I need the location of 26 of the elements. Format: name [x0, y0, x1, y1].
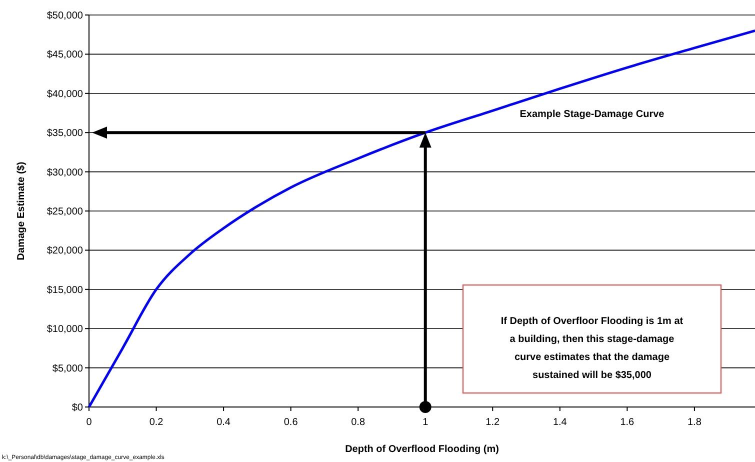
- x-tick-label: 0.6: [284, 417, 298, 428]
- y-tick-label: $10,000: [46, 324, 84, 336]
- y-tick-label: $45,000: [46, 50, 84, 61]
- x-tick-label: 0.4: [216, 417, 231, 428]
- y-tick-label: $50,000: [46, 10, 84, 22]
- x-tick-label: 1.2: [486, 417, 500, 428]
- x-tick-label: 0.2: [149, 417, 164, 428]
- y-tick-label: $20,000: [46, 246, 84, 257]
- y-tick-label: $30,000: [46, 167, 84, 178]
- x-tick-label: 1.4: [552, 417, 568, 428]
- x-tick-label: 1.8: [688, 417, 702, 428]
- annotation: Example Stage-Damage Curve: [520, 109, 665, 120]
- annotation: If Depth of Overfloor Flooding is 1m at a building, then this stage-damage curve estimates that the damage sustained will be $35,000: [500, 316, 684, 381]
- x-tick-label: 1: [422, 417, 429, 428]
- text-box: If Depth of Overfloor Flooding is 1m at a building, then this stage-damage curve estimates that the damage sustained will be $35,000: [462, 284, 722, 394]
- x-tick-label: 0.8: [351, 417, 366, 428]
- y-tick-label: $5,000: [52, 363, 84, 374]
- y-tick-label: $0: [72, 402, 84, 414]
- y-tick-label: $15,000: [46, 284, 84, 296]
- x-tick-label: 1.6: [620, 417, 635, 428]
- y-axis-title: Damage Estimate ($): [16, 162, 27, 260]
- x-axis-title: Depth of Overflood Flooding (m): [345, 444, 499, 455]
- y-tick-label: $40,000: [46, 88, 84, 100]
- y-tick-label: $35,000: [46, 128, 84, 140]
- y-tick-label: $25,000: [46, 206, 84, 218]
- x-tick-label: 0: [86, 417, 92, 428]
